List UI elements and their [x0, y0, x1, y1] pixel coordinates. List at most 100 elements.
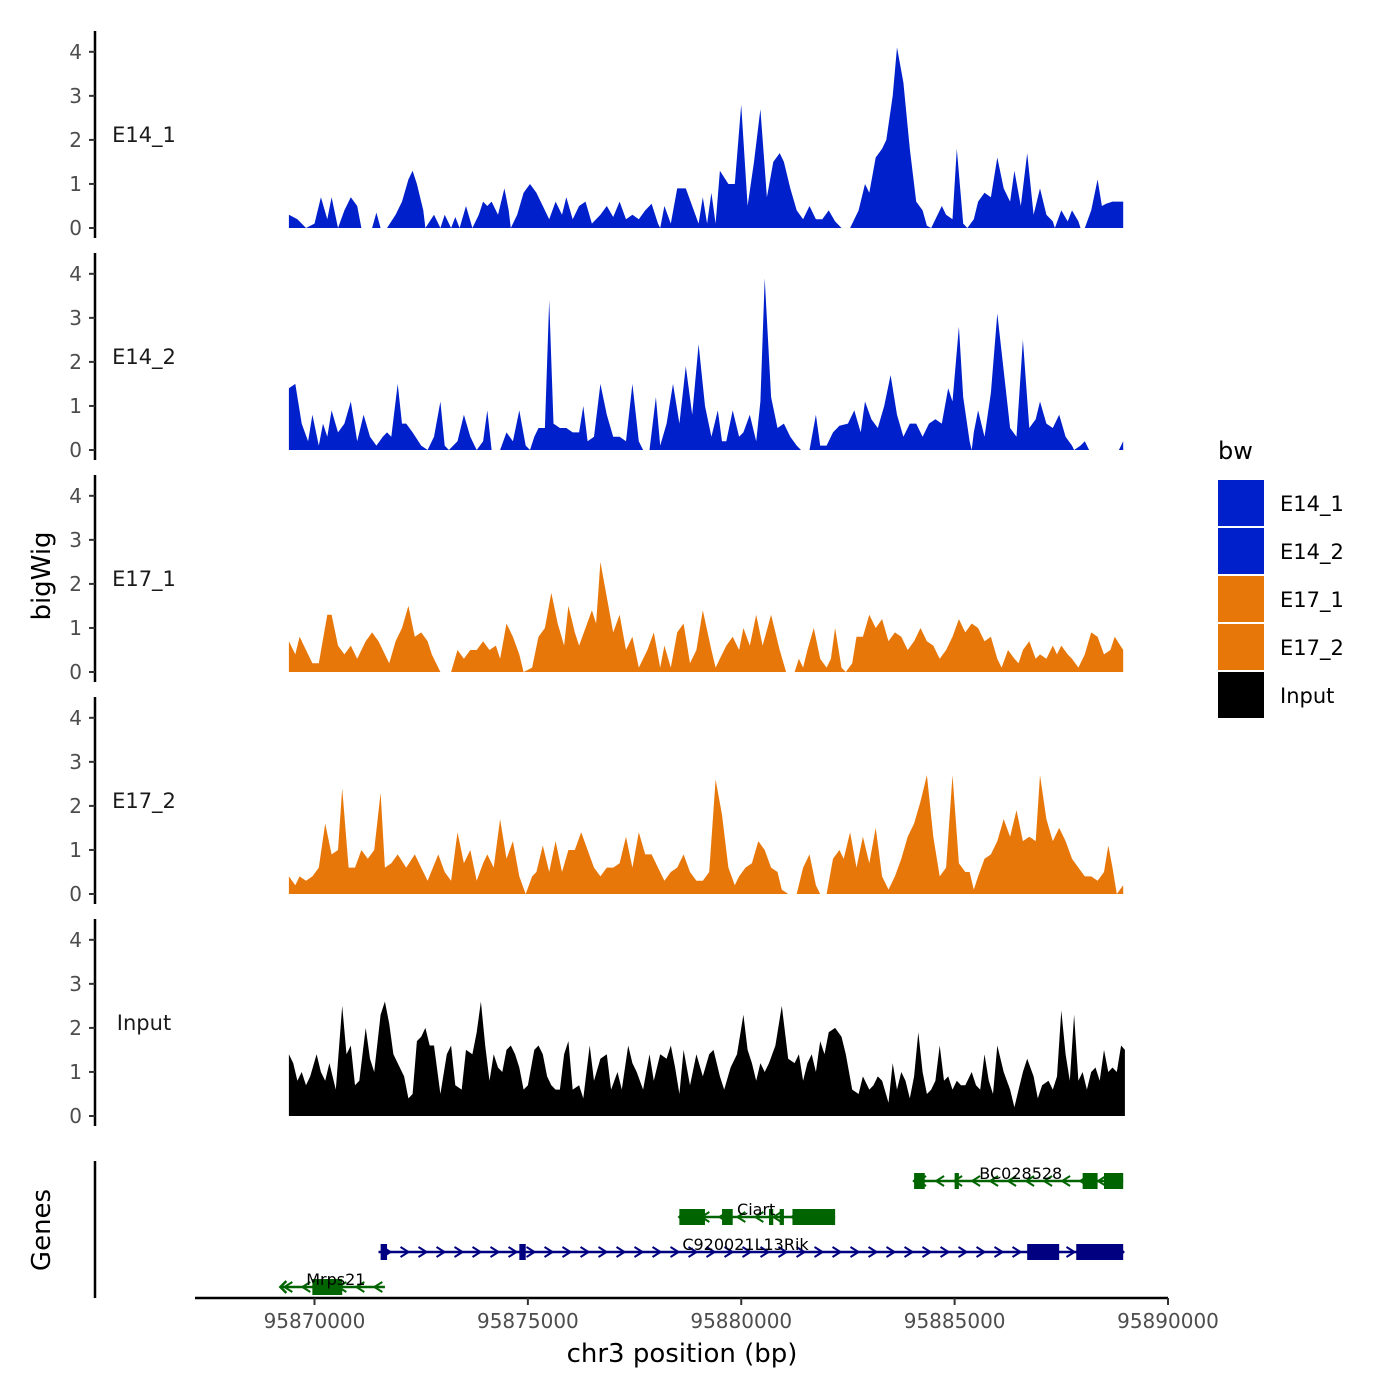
- coverage-area: [288, 278, 1124, 450]
- coverage-area: [288, 1001, 1125, 1116]
- y-tick-label: 0: [69, 1104, 82, 1128]
- y-tick-label: 3: [69, 750, 82, 774]
- legend-entry: E14_2: [1218, 528, 1344, 574]
- coverage-area: [288, 775, 1124, 894]
- y-tick-label: 4: [69, 484, 82, 508]
- strand-arrow: [753, 1211, 764, 1223]
- legend-entry: E17_2: [1218, 624, 1344, 670]
- track-e14-2: 0 1 2 3 4 E14_2: [69, 253, 1124, 462]
- strand-arrow: [705, 1246, 717, 1258]
- y-tick-label: 2: [69, 350, 82, 374]
- y-tick-label: 3: [69, 306, 82, 330]
- strand-arrow: [669, 1246, 681, 1258]
- strand-arrow: [300, 1281, 311, 1293]
- track-label: E14_2: [112, 345, 176, 370]
- strand-arrow: [934, 1175, 945, 1187]
- strand-arrow: [507, 1246, 519, 1258]
- track-e17-2: 0 1 2 3 4 E17_2: [69, 697, 1124, 906]
- strand-arrow: [651, 1246, 663, 1258]
- strand-arrow: [970, 1175, 981, 1187]
- strand-arrow: [1042, 1175, 1053, 1187]
- legend-swatch: [1218, 528, 1264, 574]
- x-tick-label: 95885000: [904, 1309, 1006, 1333]
- strand-arrow: [1011, 1246, 1023, 1258]
- legend-label: E14_1: [1280, 492, 1344, 517]
- y-axis-title: bigWig: [27, 531, 57, 620]
- strand-end-arrow: [278, 1280, 288, 1294]
- strand-arrow: [952, 1175, 963, 1187]
- legend-label: Input: [1280, 684, 1334, 708]
- strand-arrow: [795, 1246, 807, 1258]
- gene-mrps21: Mrps21: [278, 1270, 385, 1295]
- strand-arrow: [399, 1246, 411, 1258]
- y-tick-label: 0: [69, 216, 82, 240]
- legend-entry: Input: [1218, 672, 1334, 718]
- x-tick-label: 95875000: [477, 1309, 579, 1333]
- legend-swatch: [1218, 624, 1264, 670]
- x-tick-label: 95880000: [690, 1309, 792, 1333]
- strand-arrow: [867, 1246, 879, 1258]
- strand-arrow: [831, 1246, 843, 1258]
- legend-label: E17_1: [1280, 588, 1344, 613]
- strand-arrow: [615, 1246, 627, 1258]
- strand-arrow: [579, 1246, 591, 1258]
- exon: [914, 1173, 925, 1189]
- gene-label: Ciart: [737, 1200, 775, 1219]
- y-tick-label: 0: [69, 438, 82, 462]
- coverage-area: [288, 561, 1124, 672]
- y-tick-label: 4: [69, 262, 82, 286]
- y-tick-label: 1: [69, 616, 82, 640]
- strand-arrow: [735, 1211, 746, 1223]
- strand-arrow: [435, 1246, 447, 1258]
- strand-arrow: [975, 1246, 987, 1258]
- x-tick-label: 95870000: [264, 1309, 366, 1333]
- track-label: Input: [117, 1011, 171, 1035]
- y-tick-label: 1: [69, 838, 82, 862]
- strand-arrow: [957, 1246, 969, 1258]
- strand-arrow: [813, 1246, 825, 1258]
- track-input: 0 1 2 3 4 Input: [69, 919, 1125, 1128]
- y-tick-label: 3: [69, 84, 82, 108]
- strand-arrow: [1024, 1175, 1035, 1187]
- strand-arrow: [489, 1246, 501, 1258]
- strand-arrow: [988, 1175, 999, 1187]
- track-label: E14_1: [112, 123, 176, 148]
- legend-entry: E17_1: [1218, 576, 1344, 622]
- legend-label: E17_2: [1280, 636, 1344, 661]
- legend-swatch: [1218, 480, 1264, 526]
- gene-label: BC028528: [979, 1164, 1062, 1183]
- y-tick-label: 4: [69, 706, 82, 730]
- exon: [1082, 1173, 1098, 1189]
- strand-arrow: [597, 1246, 609, 1258]
- exon: [779, 1209, 784, 1225]
- y-tick-label: 2: [69, 794, 82, 818]
- y-tick-label: 1: [69, 394, 82, 418]
- genes-panel-title: Genes: [27, 1189, 57, 1271]
- strand-arrow: [759, 1246, 771, 1258]
- exon: [1027, 1244, 1060, 1260]
- strand-arrow: [777, 1246, 789, 1258]
- y-tick-label: 0: [69, 882, 82, 906]
- y-tick-label: 2: [69, 572, 82, 596]
- exon: [954, 1173, 959, 1189]
- strand-arrow: [687, 1246, 699, 1258]
- strand-arrow: [939, 1246, 951, 1258]
- legend-entry: E14_1: [1218, 480, 1344, 526]
- strand-arrow: [561, 1246, 573, 1258]
- gene-annotation-panel: BC028528 Ciart C920021L13Rik Mrps21: [93, 1161, 1125, 1298]
- exon: [380, 1244, 388, 1260]
- exon: [1103, 1173, 1124, 1189]
- y-tick-label: 0: [69, 660, 82, 684]
- legend-title: bw: [1218, 437, 1253, 465]
- legend-swatch: [1218, 576, 1264, 622]
- strand-arrow: [633, 1246, 645, 1258]
- gene-c920021l13rik: C920021L13Rik: [378, 1235, 1125, 1260]
- strand-arrow: [372, 1281, 383, 1293]
- strand-arrow: [1006, 1175, 1017, 1187]
- strand-arrow: [903, 1246, 915, 1258]
- coverage-tracks: 0 1 2 3 4 E14_1 0 1 2 3 4 E14_2 0 1 2 3 4 E17_1 0 1 2 3 4 E17_2…: [69, 31, 1125, 1128]
- strand-arrow: [1065, 1246, 1077, 1258]
- y-tick-label: 4: [69, 928, 82, 952]
- y-tick-label: 1: [69, 1060, 82, 1084]
